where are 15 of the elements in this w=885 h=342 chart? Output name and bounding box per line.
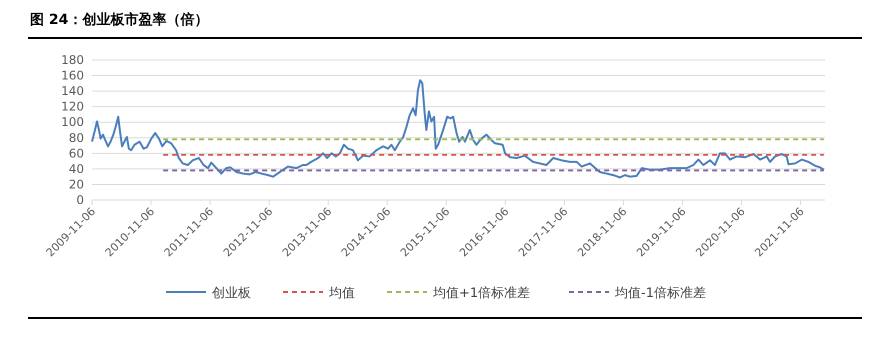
title: 图 24：创业板市盈率（倍）	[30, 12, 208, 28]
y-tick-label: 0	[76, 193, 84, 207]
y-tick-label: 120	[61, 100, 84, 114]
y-tick-label: 40	[68, 162, 84, 176]
legend-label: 均值+1倍标准差	[432, 286, 530, 301]
legend-label: 均值-1倍标准差	[614, 286, 706, 301]
y-tick-label: 180	[61, 53, 84, 67]
y-tick-label: 60	[68, 146, 84, 160]
y-tick-label: 140	[61, 84, 84, 98]
y-tick-label: 20	[68, 177, 84, 192]
y-tick-label: 100	[61, 115, 84, 130]
y-tick-label: 80	[68, 130, 84, 145]
legend-label: 创业板	[212, 286, 251, 301]
y-tick-label: 160	[61, 68, 84, 83]
legend-label: 均值	[328, 286, 355, 301]
